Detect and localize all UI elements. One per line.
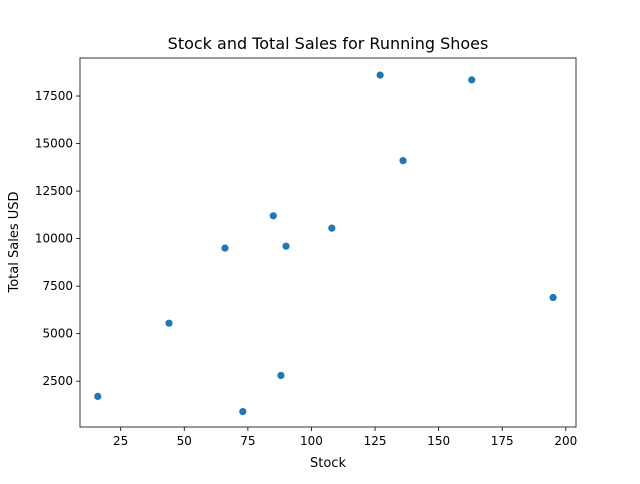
data-point <box>468 76 476 84</box>
y-tick-label: 10000 <box>35 232 73 246</box>
data-point <box>328 224 336 232</box>
chart-title: Stock and Total Sales for Running Shoes <box>168 34 489 53</box>
x-tick-label: 175 <box>491 434 514 448</box>
data-point <box>94 392 102 400</box>
data-point <box>549 293 557 302</box>
x-tick-label: 125 <box>364 434 387 448</box>
data-point <box>277 371 285 380</box>
x-tick-label: 25 <box>113 434 128 448</box>
x-tick-label: 200 <box>554 434 577 448</box>
y-tick-label: 7500 <box>42 279 73 293</box>
x-tick-label: 50 <box>177 434 192 448</box>
y-tick-label: 2500 <box>42 374 73 388</box>
x-tick-label: 150 <box>427 434 450 448</box>
y-tick-label: 15000 <box>35 137 73 151</box>
data-point <box>282 242 290 250</box>
y-tick-label: 17500 <box>35 89 73 103</box>
data-point <box>376 71 384 79</box>
x-tick-label: 100 <box>300 434 323 448</box>
x-axis-label: Stock <box>310 456 346 471</box>
axes-frame <box>79 57 577 428</box>
data-point <box>221 244 229 252</box>
y-tick-label: 12500 <box>35 184 73 198</box>
x-tick-label: 75 <box>240 434 255 448</box>
data-point <box>269 212 277 220</box>
y-tick-label: 5000 <box>42 327 73 341</box>
data-point <box>165 319 173 327</box>
data-point <box>239 408 247 416</box>
y-axis-label: Total Sales USD <box>7 191 22 293</box>
plot-area: 25 50 75 100 125 150 175 200 2500 5000 7500 10000 12… <box>35 57 577 448</box>
data-point <box>399 157 407 165</box>
